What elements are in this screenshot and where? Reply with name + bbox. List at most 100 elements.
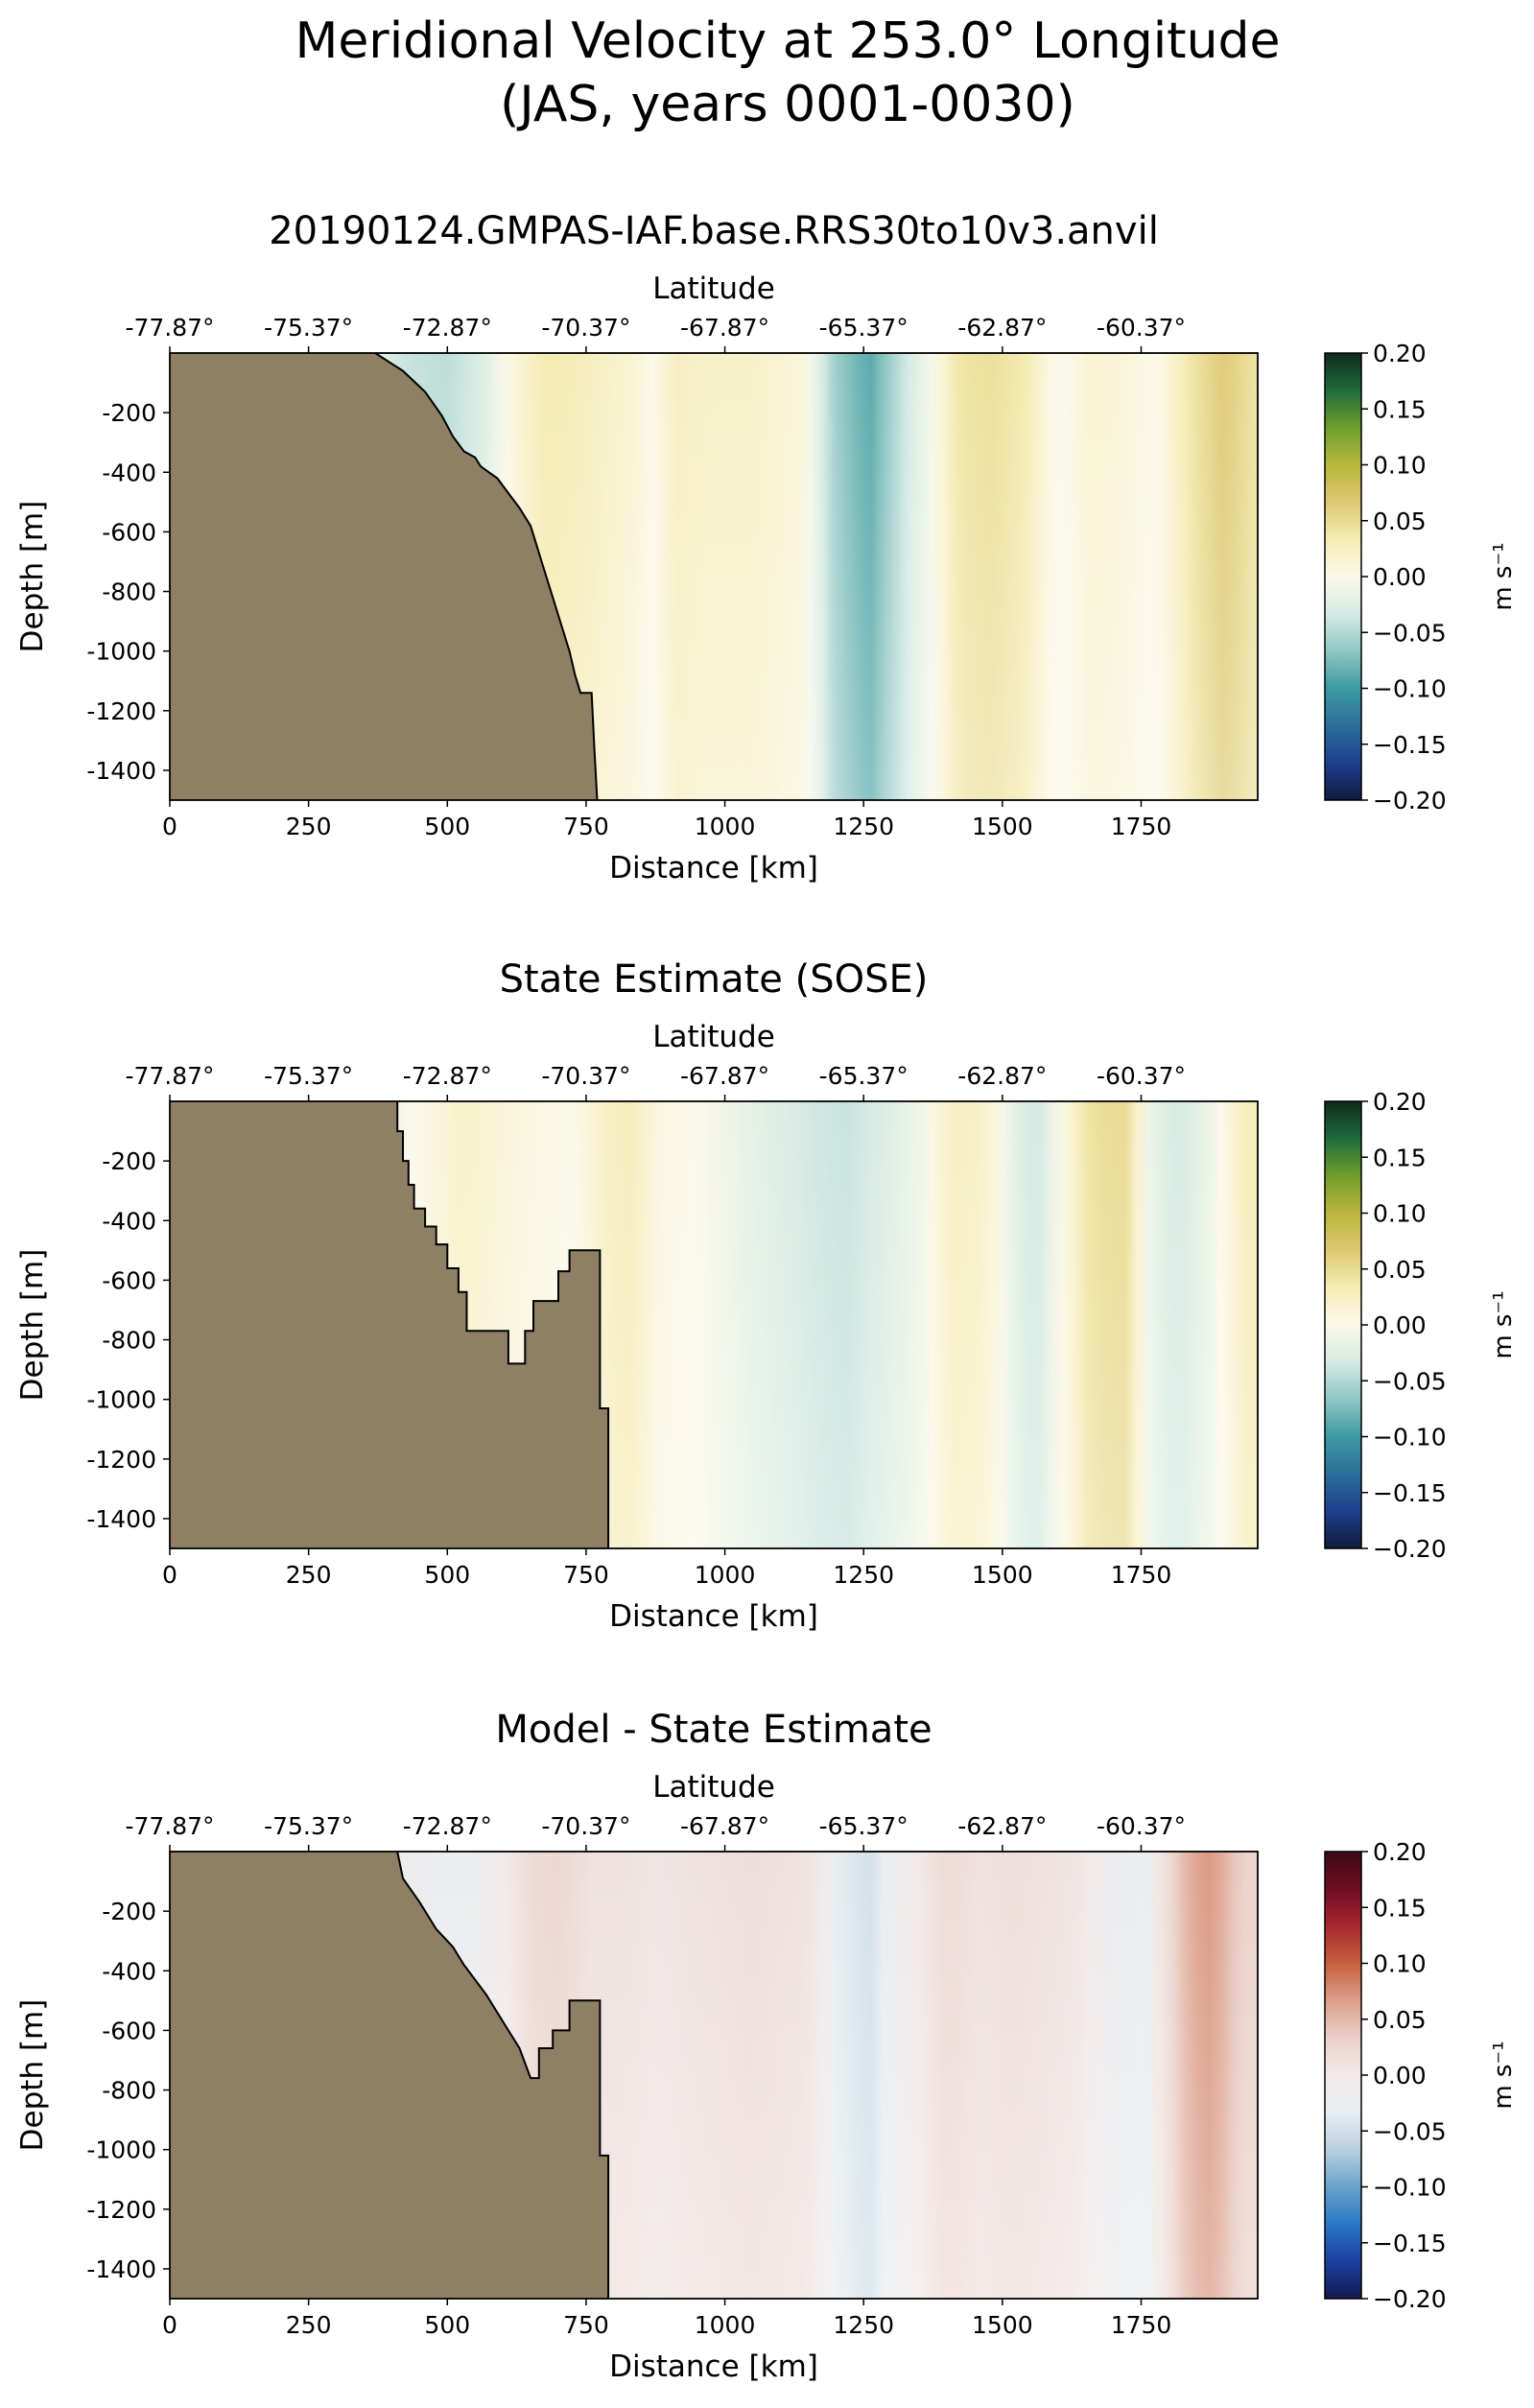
x-tick-label: 1000	[695, 813, 756, 840]
latitude-tick-label: -75.37°	[264, 1812, 353, 1840]
axes-frame	[169, 352, 1259, 801]
x-tick-label: 750	[563, 813, 609, 840]
latitude-tick-label: -72.87°	[403, 1062, 492, 1090]
sose-velocity-panel: State Estimate (SOSE) Latitude -77.87° -75.…	[15, 957, 1518, 1634]
latitude-axis-label: Latitude	[652, 1770, 775, 1805]
latitude-tick-label: -60.37°	[1097, 314, 1186, 342]
y-tick-label: -800	[102, 1327, 156, 1355]
colorbar-tick-label: −0.15	[1373, 2230, 1447, 2257]
latitude-axis-label: Latitude	[652, 1020, 775, 1054]
colorbar-tick-label: 0.10	[1373, 452, 1427, 480]
colorbar	[1324, 1100, 1362, 1549]
land-mask	[170, 1101, 609, 1548]
colorbar-tick-label: −0.05	[1373, 619, 1447, 647]
x-axis-label: Distance [km]	[609, 2349, 818, 2384]
y-tick-label: -1200	[86, 2196, 156, 2224]
x-tick-label: 1250	[833, 813, 894, 840]
colorbar-tick-label: 0.00	[1373, 1311, 1427, 1339]
y-axis-label: Depth [m]	[15, 501, 50, 653]
latitude-tick-label: -65.37°	[819, 1812, 909, 1840]
x-tick-label: 1000	[695, 1561, 756, 1589]
x-tick-label: 1500	[972, 2311, 1033, 2339]
y-tick-label: -200	[102, 399, 156, 427]
y-tick-label: -1000	[86, 2137, 156, 2164]
colorbar-tick-label: −0.10	[1373, 675, 1447, 703]
axes-frame	[169, 1100, 1259, 1549]
y-tick-label: -1400	[86, 1505, 156, 1533]
x-tick-label: 1250	[833, 2311, 894, 2339]
axes-frame	[169, 1851, 1259, 2300]
x-tick-label: 1500	[972, 813, 1033, 840]
y-tick-label: -400	[102, 1957, 156, 1985]
colorbar	[1324, 1851, 1362, 2300]
model-velocity-panel: 20190124.GMPAS-IAF.base.RRS30to10v3.anvi…	[15, 209, 1518, 885]
seafloor-line	[396, 1101, 610, 1548]
colorbar-tick-label: 0.05	[1373, 1256, 1427, 1284]
suptitle-line-2: (JAS, years 0001-0030)	[500, 76, 1075, 133]
latitude-tick-label: -77.87°	[125, 1812, 214, 1840]
latitude-tick-label: -62.87°	[957, 314, 1047, 342]
suptitle-line-1: Meridional Velocity at 253.0° Longitude	[295, 12, 1280, 70]
x-tick-label: 1750	[1111, 1561, 1172, 1589]
colorbar-label: m s⁻¹	[1489, 2041, 1518, 2109]
colorbar-tick-label: −0.05	[1373, 1367, 1447, 1395]
latitude-tick-label: -67.87°	[680, 314, 769, 342]
x-tick-label: 1500	[972, 1561, 1033, 1589]
colorbar-tick-label: 0.15	[1373, 1894, 1427, 1922]
colorbar-tick-label: 0.15	[1373, 1144, 1427, 1171]
colorbar-label: m s⁻¹	[1489, 542, 1518, 610]
y-tick-label: -400	[102, 1207, 156, 1235]
latitude-tick-label: -65.37°	[819, 314, 909, 342]
latitude-tick-label: -62.87°	[957, 1062, 1047, 1090]
y-tick-label: -200	[102, 1898, 156, 1925]
x-tick-label: 1750	[1111, 2311, 1172, 2339]
latitude-tick-label: -62.87°	[957, 1812, 1047, 1840]
seafloor-line	[396, 1851, 610, 2299]
x-tick-label: 750	[563, 2311, 609, 2339]
y-tick-label: -600	[102, 518, 156, 546]
latitude-tick-label: -72.87°	[403, 314, 492, 342]
colorbar-tick-label: −0.10	[1373, 2174, 1447, 2202]
x-tick-label: 0	[162, 813, 177, 840]
colorbar-tick-label: −0.15	[1373, 1479, 1447, 1507]
colorbar-tick-label: −0.20	[1373, 2285, 1447, 2313]
panel-title: Model - State Estimate	[495, 1708, 932, 1752]
latitude-tick-label: -72.87°	[403, 1812, 492, 1840]
x-axis-label: Distance [km]	[609, 1599, 818, 1634]
colorbar-tick-label: 0.00	[1373, 563, 1427, 591]
x-tick-label: 250	[286, 813, 332, 840]
latitude-tick-label: -70.37°	[541, 314, 630, 342]
x-tick-label: 1250	[833, 1561, 894, 1589]
x-axis-label: Distance [km]	[609, 851, 818, 885]
latitude-tick-label: -75.37°	[264, 314, 353, 342]
x-tick-label: 500	[424, 1561, 470, 1589]
y-tick-label: -1400	[86, 2255, 156, 2283]
y-tick-label: -1200	[86, 1446, 156, 1474]
latitude-axis-label: Latitude	[652, 271, 775, 306]
x-tick-label: 1750	[1111, 813, 1172, 840]
colorbar-tick-label: −0.05	[1373, 2117, 1447, 2145]
y-tick-label: -1000	[86, 638, 156, 666]
latitude-tick-label: -67.87°	[680, 1062, 769, 1090]
colorbar-label: m s⁻¹	[1489, 1290, 1518, 1358]
colorbar-tick-label: −0.20	[1373, 787, 1447, 814]
x-tick-label: 0	[162, 1561, 177, 1589]
y-tick-label: -800	[102, 578, 156, 606]
colorbar-tick-label: −0.15	[1373, 731, 1447, 759]
colorbar-tick-label: 0.05	[1373, 2006, 1427, 2034]
colorbar-tick-label: 0.10	[1373, 1200, 1427, 1228]
colorbar-tick-label: 0.20	[1373, 340, 1427, 367]
latitude-tick-label: -60.37°	[1097, 1062, 1186, 1090]
colorbar	[1324, 352, 1362, 801]
y-tick-label: -200	[102, 1147, 156, 1175]
y-tick-label: -1200	[86, 697, 156, 725]
latitude-tick-label: -77.87°	[125, 314, 214, 342]
x-tick-label: 250	[286, 2311, 332, 2339]
latitude-tick-label: -67.87°	[680, 1812, 769, 1840]
colorbar-tick-label: 0.20	[1373, 1088, 1427, 1116]
latitude-tick-label: -70.37°	[541, 1062, 630, 1090]
x-tick-label: 500	[424, 813, 470, 840]
y-tick-label: -600	[102, 1266, 156, 1294]
x-tick-label: 1000	[695, 2311, 756, 2339]
